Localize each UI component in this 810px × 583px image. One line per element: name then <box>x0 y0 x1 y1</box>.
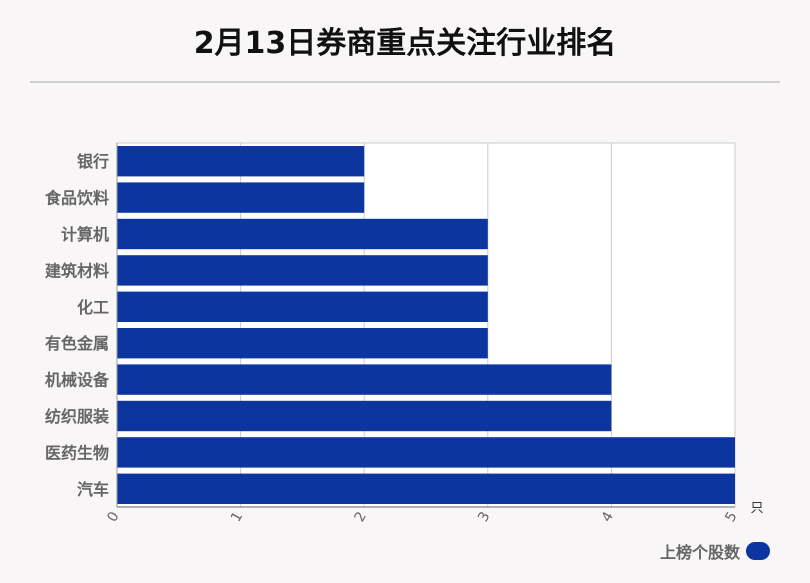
legend: 上榜个股数 <box>660 540 771 562</box>
bar <box>117 364 612 395</box>
category-label: 化工 <box>77 298 109 317</box>
category-label: 汽车 <box>77 480 109 499</box>
title-divider <box>30 81 780 83</box>
category-label: 医药生物 <box>45 443 109 462</box>
bar <box>117 255 488 286</box>
category-label: 银行 <box>77 152 109 171</box>
bar <box>117 437 735 468</box>
x-tick-label: 5 <box>722 509 740 525</box>
bar <box>117 146 365 177</box>
x-tick-label: 3 <box>475 509 493 525</box>
x-tick-label: 1 <box>228 509 246 525</box>
chart-title: 2月13日券商重点关注行业排名 <box>193 26 617 61</box>
bar <box>117 473 735 504</box>
bars <box>117 146 735 504</box>
legend-label: 上榜个股数 <box>660 543 741 562</box>
category-label: 计算机 <box>61 225 109 244</box>
bar <box>117 328 488 359</box>
category-label: 纺织服装 <box>45 407 109 426</box>
axes <box>116 143 735 508</box>
legend-swatch <box>746 542 771 560</box>
x-tick-label: 0 <box>104 509 122 525</box>
category-label: 有色金属 <box>45 334 109 353</box>
category-label: 机械设备 <box>45 371 110 390</box>
category-label: 建筑材料 <box>45 261 109 280</box>
bar <box>117 218 488 250</box>
x-tick-label: 2 <box>352 509 370 525</box>
x-unit-label: 只 <box>750 501 763 516</box>
bar <box>117 291 488 322</box>
category-label: 食品饮料 <box>44 189 109 208</box>
bar <box>117 182 365 213</box>
bar <box>117 400 612 432</box>
x-tick-label: 4 <box>599 509 617 525</box>
